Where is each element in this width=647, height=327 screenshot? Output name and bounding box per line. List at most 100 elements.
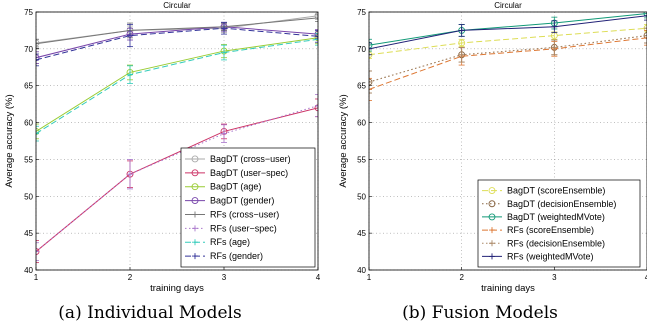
chart-b-xtick-label: 1 xyxy=(367,273,372,282)
chart-b-series-bagdt-weightedmvote-line xyxy=(369,12,647,46)
chart-a-series-bagdt-gender-point xyxy=(36,54,40,62)
chart-b-series-bagdt-weightedmvote xyxy=(369,12,647,52)
chart-b-series-rfs-scoreensemble-line xyxy=(369,37,647,90)
chart-b-legend: BagDT (scoreEnsemble) BagDT (decisionEnse… xyxy=(477,179,641,268)
chart-b-series-rfs-decisionensemble-point xyxy=(458,51,465,58)
chart-a-series-rfs-gender-point xyxy=(315,33,318,40)
chart-a-series-rfs-age xyxy=(36,32,318,142)
chart-a-legend-item-rfs-user-spec-label: RFs (user−spec) xyxy=(210,223,277,233)
chart-a-series-rfs-gender xyxy=(36,21,318,67)
chart-b-legend-item-bagdt-decisionensemble: BagDT (decisionEnsemble) xyxy=(482,199,616,209)
chart-b-series-rfs-scoreensemble-point xyxy=(644,34,647,41)
chart-a-legend-item-rfs-age-label: RFs (age) xyxy=(210,237,250,247)
chart-a-series-rfs-cross-user-point xyxy=(36,40,39,47)
chart-b-legend-item-rfs-scoreensemble: RFs (scoreEnsemble) xyxy=(482,225,594,235)
chart-a-legend: BagDT (cross−user) BagDT (user−spec) BagDT… xyxy=(180,147,316,268)
caption-a: (a) Individual Models xyxy=(58,303,241,323)
chart-b-series-bagdt-weightedmvote-point xyxy=(369,41,373,49)
chart-a-legend-item-bagdt-age-label: BagDT (age) xyxy=(210,182,261,192)
chart-a-legend-item-bagdt-gender-marker xyxy=(191,197,199,205)
chart-b-legend-item-bagdt-weightedmvote-label: BagDT (weightedMVote) xyxy=(507,212,605,222)
chart-a-ytick-label: 75 xyxy=(24,8,33,17)
chart-b-series-rfs-weightedmvote-point xyxy=(551,23,558,30)
chart-a-series-rfs-gender-point xyxy=(127,32,133,39)
chart-b-series-rfs-weightedmvote-point xyxy=(644,12,647,19)
chart-a-title: Circular xyxy=(163,1,191,10)
chart-a-xtick-label: 2 xyxy=(128,273,133,282)
chart-a-series-rfs-gender-point xyxy=(36,56,39,63)
chart-a-series-rfs-user-spec xyxy=(36,94,318,261)
chart-b-ytick-label: 50 xyxy=(357,192,366,201)
chart-b-legend-item-rfs-scoreensemble-label: RFs (scoreEnsemble) xyxy=(507,225,594,235)
chart-a-legend-item-bagdt-age: BagDT (age) xyxy=(185,182,261,192)
chart-a-legend-item-rfs-gender-marker xyxy=(192,253,198,260)
chart-b-series-bagdt-weightedmvote-point xyxy=(643,12,647,17)
chart-a-legend-item-bagdt-gender: BagDT (gender) xyxy=(185,196,274,206)
chart-a-series-rfs-age-line xyxy=(36,38,318,135)
chart-a-legend-item-bagdt-cross-user-marker xyxy=(191,155,199,163)
chart-b-ylabel: Average accuracy (%) xyxy=(338,94,349,187)
chart-a-legend-item-rfs-user-spec-marker xyxy=(192,225,198,232)
chart-a-legend-item-rfs-cross-user-label: RFs (cross−user) xyxy=(210,209,279,219)
chart-b-legend-item-rfs-weightedmvote: RFs (weightedMVote) xyxy=(482,251,594,261)
chart-a-legend-item-rfs-cross-user-marker xyxy=(192,211,198,218)
chart-b-legend-box xyxy=(477,179,641,268)
chart-b-series-bagdt-scoreensemble-point xyxy=(458,39,466,47)
chart-b-frame xyxy=(368,11,647,271)
chart-a-legend-item-rfs-cross-user: RFs (cross−user) xyxy=(185,209,279,219)
chart-a-ytick-label: 50 xyxy=(24,192,33,201)
chart-b-ytick-label: 65 xyxy=(357,82,366,91)
chart-b-series xyxy=(369,12,647,101)
chart-a-legend-item-bagdt-user-spec-label: BagDT (user−spec) xyxy=(210,168,288,178)
chart-b-legend-item-bagdt-decisionensemble-label: BagDT (decisionEnsemble) xyxy=(507,199,616,209)
chart-a-legend-item-bagdt-age-marker xyxy=(191,183,199,191)
chart-b-ytick-label: 70 xyxy=(357,45,366,54)
chart-a-legend-item-rfs-gender-label: RFs (gender) xyxy=(210,251,263,261)
chart-a-series-bagdt-cross-user-line xyxy=(36,15,318,44)
chart-b-ytick-label: 75 xyxy=(357,8,366,17)
chart-panel-a: Circular 40 45 50 55 60 65 70 75 1 2 3 4 training d… xyxy=(4,1,321,294)
chart-a-series-bagdt-gender-point xyxy=(314,30,318,38)
chart-b-xtick-label: 3 xyxy=(552,273,557,282)
chart-b-series-bagdt-scoreensemble-line xyxy=(369,27,647,56)
chart-a-legend-item-bagdt-user-spec: BagDT (user−spec) xyxy=(185,168,288,178)
chart-a-ytick-label: 60 xyxy=(24,119,33,128)
chart-b-series-rfs-weightedmvote-line xyxy=(369,15,647,50)
chart-a-xtick-label: 3 xyxy=(222,273,227,282)
chart-a-xtick-label: 1 xyxy=(34,273,39,282)
chart-a-series-bagdt-gender-line xyxy=(36,26,318,59)
chart-a-legend-item-bagdt-gender-label: BagDT (gender) xyxy=(210,196,274,206)
chart-b-ytick-label: 60 xyxy=(357,119,366,128)
chart-a-legend-item-bagdt-user-spec-marker xyxy=(191,169,199,177)
chart-b-series-rfs-decisionensemble-point xyxy=(644,32,647,39)
chart-a-legend-item-rfs-gender: RFs (gender) xyxy=(185,251,263,261)
chart-b-legend-item-bagdt-scoreensemble-label: BagDT (scoreEnsemble) xyxy=(507,186,605,196)
chart-a-series-bagdt-user-spec-point xyxy=(314,104,318,112)
chart-b-ytick-label: 40 xyxy=(357,266,366,275)
chart-b-series-rfs-weightedmvote xyxy=(369,12,647,56)
chart-b-legend-item-rfs-scoreensemble-marker xyxy=(489,227,495,234)
chart-panel-b: Circular 40 45 50 55 60 65 70 75 1 2 3 4 training d… xyxy=(338,1,647,294)
chart-b-legend-item-bagdt-weightedmvote-marker xyxy=(488,213,496,221)
chart-b-legend-item-bagdt-scoreensemble: BagDT (scoreEnsemble) xyxy=(482,186,605,196)
chart-a-series xyxy=(36,12,318,264)
chart-a-frame xyxy=(35,11,319,271)
chart-a-series-rfs-gender-point xyxy=(221,25,227,32)
chart-b-ytick-label: 45 xyxy=(357,229,366,238)
chart-a-series-bagdt-cross-user xyxy=(36,12,318,48)
chart-a-ticks: 40 45 50 55 60 65 70 75 1 2 3 4 xyxy=(24,8,321,282)
chart-a-series-rfs-user-spec-point xyxy=(221,130,227,137)
chart-b-legend-item-rfs-weightedmvote-marker xyxy=(489,253,495,260)
chart-a-ytick-label: 65 xyxy=(24,82,33,91)
caption-b: (b) Fusion Models xyxy=(402,303,558,323)
chart-b-legend-item-bagdt-decisionensemble-marker xyxy=(488,200,496,208)
chart-a-ytick-label: 45 xyxy=(24,229,33,238)
chart-b-legend-item-rfs-decisionensemble-marker xyxy=(489,240,495,247)
chart-a-series-rfs-age-point xyxy=(127,71,133,78)
chart-a-legend-item-rfs-age-marker xyxy=(192,239,198,246)
chart-a-series-bagdt-age-point xyxy=(314,34,318,42)
chart-b-series-bagdt-decisionensemble-line xyxy=(369,35,647,83)
chart-a-xtick-label: 4 xyxy=(316,273,321,282)
chart-b-series-rfs-decisionensemble-point xyxy=(551,44,558,51)
chart-b-legend-item-rfs-decisionensemble: RFs (decisionEnsemble) xyxy=(482,238,605,248)
